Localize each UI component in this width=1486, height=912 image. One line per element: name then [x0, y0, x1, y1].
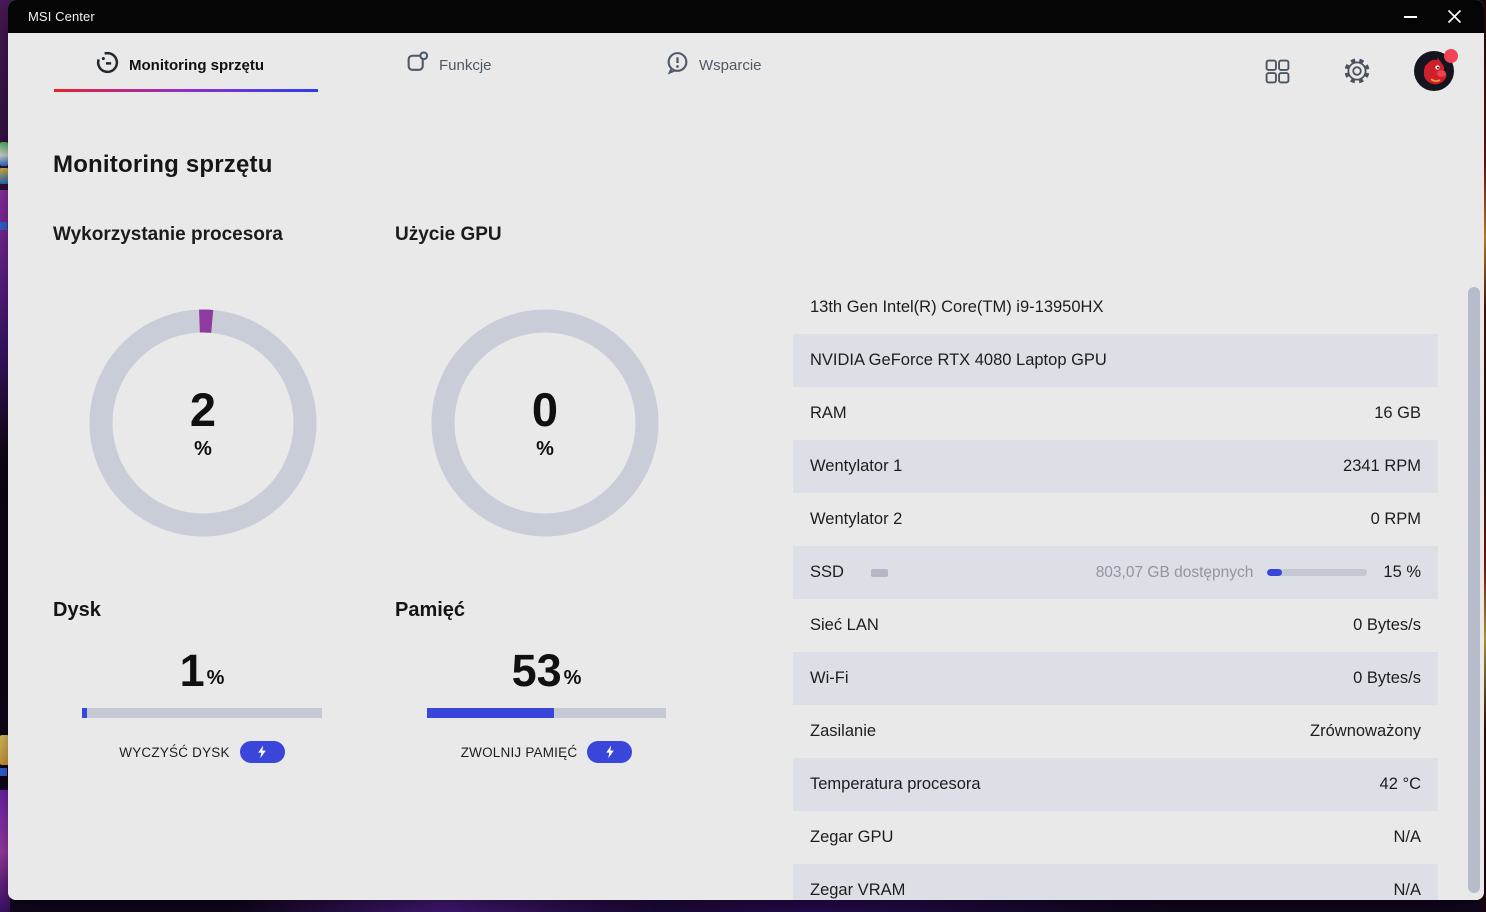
info-row-power: Zasilanie Zrównoważony [793, 705, 1438, 758]
desktop-icon-sliver [0, 142, 8, 166]
row-label: Wentylator 1 [810, 457, 903, 475]
clean-disk-action: WYCZYŚĆ DYSK [52, 739, 352, 765]
info-row-cpu-temp: Temperatura procesora 42 °C [793, 758, 1438, 811]
ssd-usage-bar [1267, 569, 1368, 576]
free-memory-button[interactable]: ZWOLNIJ PAMIĘĆ [460, 744, 578, 760]
info-row-wifi: Wi-Fi 0 Bytes/s [793, 652, 1438, 705]
info-row-vram-clock: Zegar VRAM N/A [793, 864, 1438, 900]
hardware-info-list: 13th Gen Intel(R) Core(TM) i9-13950HX NV… [793, 281, 1438, 900]
row-label: Sieć LAN [810, 616, 879, 634]
memory-value: 53 % [427, 635, 666, 693]
ssd-drive-icon [870, 568, 888, 577]
cpu-usage-label: Wykorzystanie procesora [53, 224, 283, 245]
notification-badge [1444, 49, 1458, 63]
lightning-icon [605, 745, 614, 759]
row-label: Wi-Fi [810, 669, 849, 687]
row-label: Wentylator 2 [810, 510, 903, 528]
ssd-usage-percent: 15 % [1383, 563, 1421, 581]
lightning-icon [258, 745, 267, 759]
row-value: 42 °C [1379, 775, 1421, 793]
row-label: SSD [810, 563, 844, 581]
info-row-gpu-clock: Zegar GPU N/A [793, 811, 1438, 864]
disk-progress-fill [82, 708, 87, 718]
row-value: N/A [1393, 828, 1421, 846]
disk-label: Dysk [53, 599, 101, 621]
msi-center-window: MSI Center Monitoring sprzętu [8, 0, 1484, 900]
window-title: MSI Center [28, 9, 95, 24]
info-row-cpu-name: 13th Gen Intel(R) Core(TM) i9-13950HX [793, 281, 1438, 334]
tab-label: Monitoring sprzętu [129, 56, 264, 74]
info-row-ram: RAM 16 GB [793, 387, 1438, 440]
memory-label: Pamięć [395, 599, 466, 621]
tab-monitoring-sprzetu[interactable]: Monitoring sprzętu [95, 47, 264, 83]
settings-gear-button[interactable] [1342, 56, 1372, 86]
wallpaper-streak [0, 790, 10, 912]
page-title: Monitoring sprzętu [53, 151, 273, 178]
memory-progress-fill [427, 708, 554, 718]
desktop-icon-sliver [0, 222, 7, 230]
tab-wsparcie[interactable]: Wsparcie [665, 47, 762, 83]
active-tab-underline [54, 89, 318, 92]
clean-disk-button[interactable]: WYCZYŚĆ DYSK [119, 744, 230, 760]
row-value: 0 Bytes/s [1353, 616, 1421, 634]
memory-boost-button[interactable] [587, 741, 633, 763]
row-value: 0 RPM [1370, 510, 1421, 528]
info-row-fan2: Wentylator 2 0 RPM [793, 493, 1438, 546]
info-row-ssd: SSD 803,07 GB dostępnych 15 % [793, 546, 1438, 599]
tab-label: Wsparcie [699, 56, 762, 74]
row-value: N/A [1393, 881, 1421, 899]
row-value: 2341 RPM [1343, 457, 1421, 475]
row-label: 13th Gen Intel(R) Core(TM) i9-13950HX [810, 298, 1104, 316]
info-row-lan: Sieć LAN 0 Bytes/s [793, 599, 1438, 652]
ssd-available-text: 803,07 GB dostępnych [1095, 563, 1254, 581]
scrollbar-thumb[interactable] [1468, 287, 1480, 893]
tab-funkcje[interactable]: Funkcje [405, 47, 492, 83]
gpu-usage-gauge: 0 % [430, 308, 660, 538]
memory-percent-number: 53 [511, 645, 562, 696]
desktop-icon-sliver [0, 768, 7, 776]
tab-label: Funkcje [439, 56, 492, 74]
row-label: NVIDIA GeForce RTX 4080 Laptop GPU [810, 351, 1107, 369]
info-row-fan1: Wentylator 1 2341 RPM [793, 440, 1438, 493]
minimize-icon [1403, 15, 1417, 18]
row-value: 16 GB [1374, 404, 1421, 422]
row-label: Temperatura procesora [810, 775, 981, 793]
info-row-gpu-name: NVIDIA GeForce RTX 4080 Laptop GPU [793, 334, 1438, 387]
gpu-usage-label: Użycie GPU [395, 224, 502, 245]
titlebar: MSI Center [8, 0, 1484, 33]
row-label: Zasilanie [810, 722, 877, 740]
disk-progress-bar [82, 708, 322, 718]
disk-percent-number: 1 [179, 645, 205, 696]
disk-percent-unit: % [206, 667, 225, 689]
desktop-icon-sliver [0, 735, 9, 765]
close-button[interactable] [1432, 0, 1476, 33]
main-content: Monitoring sprzętu Funkcje Wspa [8, 33, 1484, 900]
features-icon [405, 50, 430, 80]
gauge-dashboard-icon [95, 50, 120, 80]
disk-value: 1 % [82, 635, 322, 693]
desktop-icon-sliver [0, 168, 8, 184]
disk-boost-button[interactable] [239, 741, 285, 763]
row-label: RAM [810, 404, 847, 422]
row-value: Zrównoważony [1310, 722, 1421, 740]
user-avatar-dragon[interactable] [1414, 51, 1454, 91]
memory-percent-unit: % [563, 667, 582, 689]
free-memory-action: ZWOLNIJ PAMIĘĆ [397, 739, 696, 765]
row-value: 0 Bytes/s [1353, 669, 1421, 687]
wallpaper-streak [0, 190, 10, 450]
minimize-button[interactable] [1388, 0, 1432, 33]
cpu-usage-gauge: 2 % [88, 308, 318, 538]
row-label: Zegar GPU [810, 828, 894, 846]
apps-grid-button[interactable] [1264, 58, 1291, 85]
support-bubble-icon [665, 50, 690, 80]
close-icon [1447, 9, 1462, 24]
memory-progress-bar [427, 708, 666, 718]
ssd-usage-fill [1267, 569, 1283, 576]
row-label: Zegar VRAM [810, 881, 906, 899]
